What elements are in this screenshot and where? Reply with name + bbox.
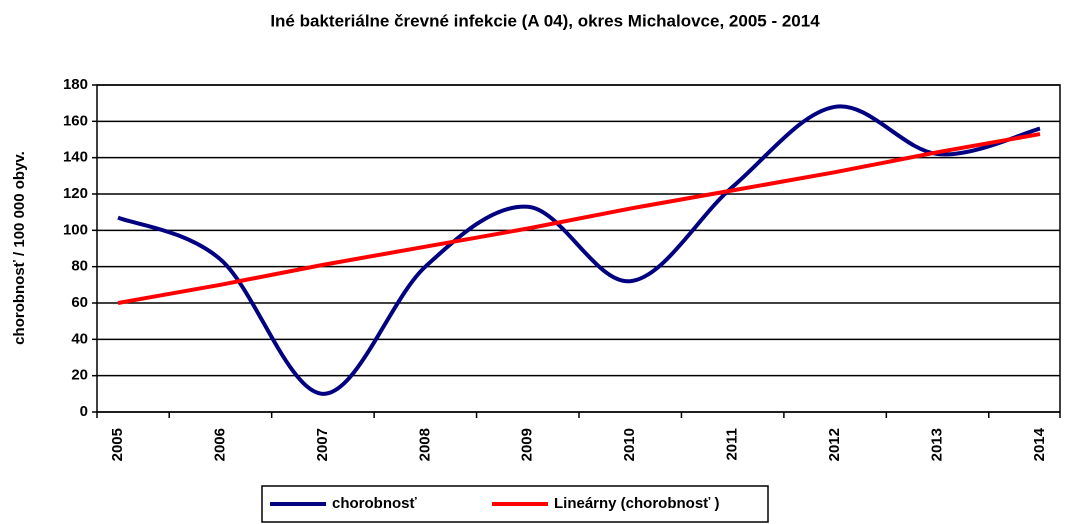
x-tick-label: 2007 [314, 428, 331, 461]
y-axis-label: chorobnosť / 100 000 obyv. [11, 151, 28, 345]
x-tick-label: 2008 [416, 428, 433, 461]
y-tick-label: 60 [71, 294, 88, 311]
series-line [117, 132, 1041, 305]
y-tick-label: 40 [71, 330, 88, 347]
legend-label: Lineárny (chorobnosť ) [554, 495, 720, 512]
x-tick-label: 2013 [929, 428, 946, 461]
y-tick-label: 100 [63, 221, 88, 238]
series-line [117, 104, 1041, 396]
x-tick-label: 2014 [1031, 427, 1048, 461]
y-tick-label: 0 [80, 403, 88, 420]
y-tick-label: 20 [71, 367, 88, 384]
x-tick-label: 2011 [724, 428, 741, 461]
y-tick-label: 80 [71, 258, 88, 275]
legend-label: chorobnosť [332, 495, 417, 512]
chart-title: Iné bakteriálne črevné infekcie (A 04), … [270, 11, 820, 30]
x-tick-label: 2005 [109, 428, 126, 461]
x-tick-label: 2010 [621, 428, 638, 461]
y-tick-label: 160 [63, 112, 88, 129]
y-tick-label: 140 [63, 149, 88, 166]
x-tick-label: 2009 [519, 428, 536, 461]
y-tick-label: 120 [63, 185, 88, 202]
x-tick-label: 2006 [211, 428, 228, 461]
y-tick-label: 180 [63, 76, 88, 93]
x-tick-label: 2012 [826, 428, 843, 461]
